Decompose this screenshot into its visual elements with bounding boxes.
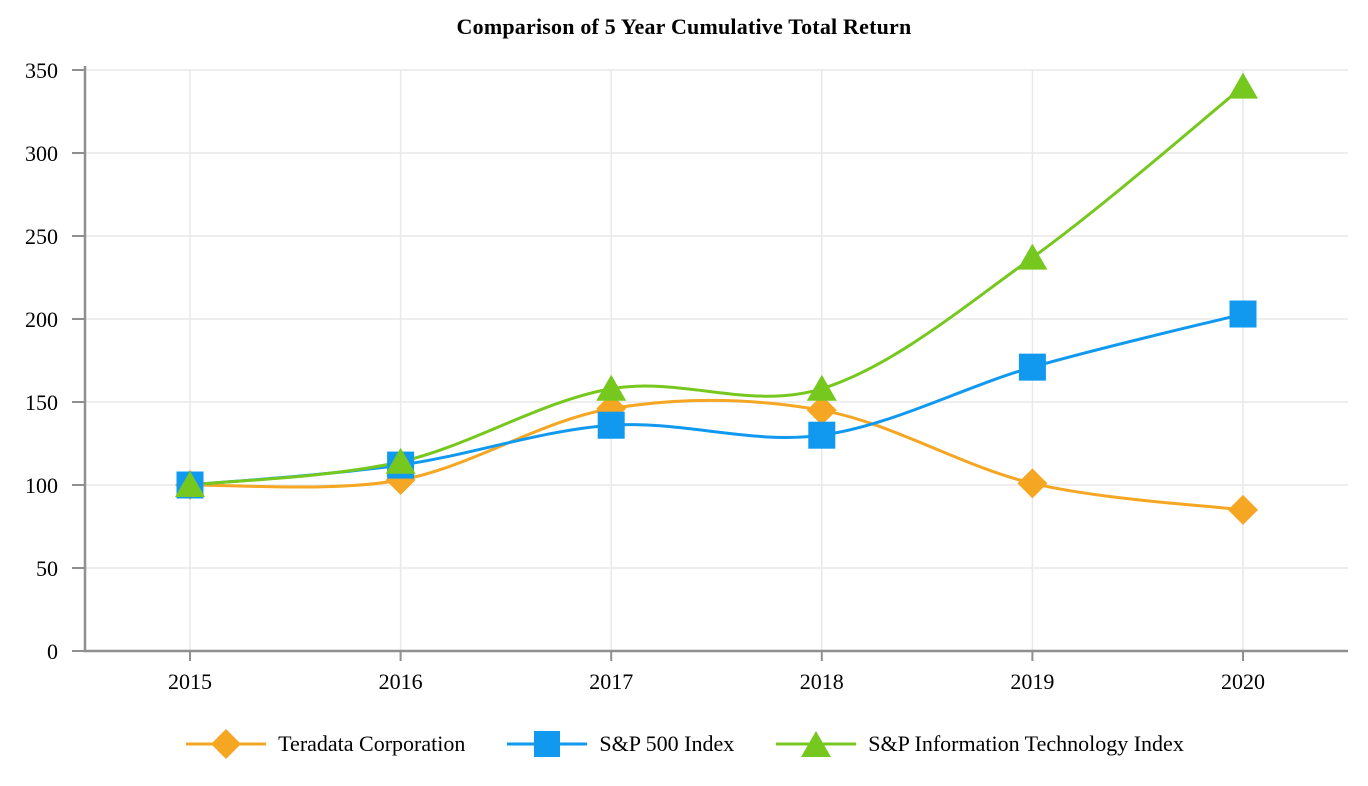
y-axis-label: 0 [47, 639, 58, 664]
legend-square-swatch-icon [507, 731, 588, 757]
square-marker-icon [1229, 300, 1257, 328]
diamond-marker-icon [211, 729, 242, 759]
series-line-3 [188, 85, 1245, 487]
legend-diamond-swatch-icon [186, 729, 267, 759]
triangle-marker-icon [1017, 243, 1048, 270]
triangle-marker-icon [806, 374, 837, 401]
legend-triangle-swatch-icon [776, 731, 857, 757]
triangle-marker-icon [801, 731, 832, 757]
x-axis-label: 2019 [1010, 669, 1054, 694]
triangle-marker-icon [385, 447, 416, 474]
y-axis-label: 250 [25, 224, 58, 249]
diamond-marker-icon [806, 395, 837, 426]
x-axis-label: 2018 [800, 669, 844, 694]
legend-label: S&P Information Technology Index [868, 731, 1184, 756]
diamond-marker-icon [1228, 494, 1258, 525]
x-axis-label: 2015 [168, 669, 212, 694]
legend-item-sp500: S&P 500 Index [505, 728, 734, 760]
legend-item-spit: S&P Information Technology Index [774, 728, 1184, 760]
legend-label: Teradata Corporation [278, 731, 466, 756]
y-axis-label: 150 [25, 390, 58, 415]
line-chart-plot: 0 50 100 150 200 250 300 350 2015 2016 2017 2018 201… [25, 58, 1348, 694]
square-marker-icon [597, 411, 625, 439]
triangle-marker-icon [1228, 72, 1258, 99]
y-axis-label: 100 [25, 473, 58, 498]
chart-legend: Teradata Corporation S&P 500 Index S&P I… [0, 724, 1368, 764]
y-axis-label: 50 [36, 556, 58, 581]
x-axis-label: 2017 [589, 669, 633, 694]
x-axis-label: 2016 [379, 669, 423, 694]
square-marker-icon [1018, 353, 1046, 381]
series-line-1 [188, 398, 1245, 512]
diamond-marker-icon [1017, 468, 1048, 499]
square-marker-icon [534, 731, 561, 757]
y-axis-label: 350 [25, 58, 58, 83]
chart-title: Comparison of 5 Year Cumulative Total Re… [456, 14, 912, 39]
y-axis-label: 300 [25, 141, 58, 166]
triangle-marker-icon [175, 471, 205, 497]
y-axis-label: 200 [25, 307, 58, 332]
square-marker-icon [808, 421, 836, 449]
triangle-marker-icon [596, 374, 627, 401]
legend-item-teradata: Teradata Corporation [184, 728, 465, 760]
legend-label: S&P 500 Index [599, 731, 735, 756]
x-axis-label: 2020 [1221, 669, 1265, 694]
